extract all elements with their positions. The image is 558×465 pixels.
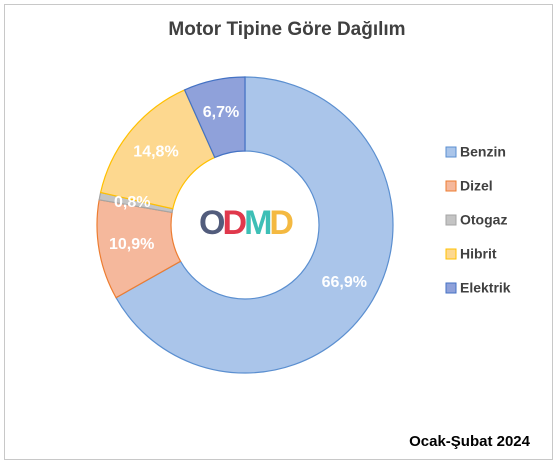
legend-swatch — [445, 214, 457, 226]
logo-letter: D — [269, 204, 293, 242]
data-label: 66,9% — [322, 274, 367, 291]
legend-label: Benzin — [460, 144, 506, 160]
legend-swatch — [445, 180, 457, 192]
annotation: Ocak-Şubat 2024 — [409, 433, 531, 450]
data-label: 6,7% — [203, 104, 239, 121]
legend-swatch — [445, 248, 457, 260]
donut-slice — [183, 76, 246, 159]
legend-label: Hibrit — [460, 246, 497, 262]
donut-slice — [115, 76, 394, 374]
logo-letter: D — [223, 204, 247, 242]
logo-letter: O — [199, 204, 225, 242]
legend-label: Dizel — [460, 178, 493, 194]
chart-title: Motor Tipine Göre Dağılım — [168, 19, 405, 40]
data-label: 0,8% — [114, 194, 150, 211]
legend-swatch — [445, 282, 457, 294]
logo-letter: M — [244, 204, 271, 242]
data-label: 14,8% — [133, 143, 178, 160]
legend-label: Elektrik — [460, 280, 511, 296]
data-label: 10,9% — [109, 236, 154, 253]
legend-label: Otogaz — [460, 212, 507, 228]
logo: ODMD — [199, 204, 293, 242]
legend-swatch — [445, 146, 457, 158]
